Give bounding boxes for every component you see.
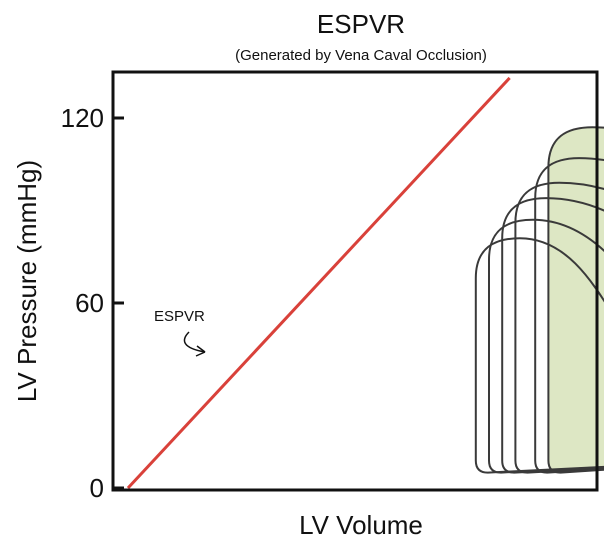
espvr-annotation-label: ESPVR — [154, 308, 205, 325]
pv-loops-group — [474, 126, 604, 474]
pv-loop-L6 — [547, 126, 604, 474]
y-ticks-group: 0 60 120 — [61, 103, 124, 503]
espvr-line — [126, 76, 511, 490]
chart-title: ESPVR — [317, 9, 405, 39]
y-axis-label: LV Pressure (mmHg) — [12, 160, 42, 402]
plot-frame — [111, 70, 599, 492]
chart-subtitle: (Generated by Vena Caval Occlusion) — [235, 47, 487, 64]
y-tick-label: 120 — [61, 103, 104, 133]
pv-loop-L2 — [488, 218, 604, 474]
x-axis-label: LV Volume — [299, 510, 423, 540]
espvr-annotation-arrow — [183, 331, 206, 353]
pv-loop-L1 — [474, 237, 604, 474]
pv-loop-L3 — [501, 197, 604, 474]
pv-loop-L4 — [514, 181, 604, 474]
espvr-annotation-arrowhead — [195, 345, 206, 357]
y-tick-label: 0 — [90, 473, 104, 503]
pv-loop-L5 — [534, 157, 604, 474]
y-tick-label: 60 — [75, 288, 104, 318]
